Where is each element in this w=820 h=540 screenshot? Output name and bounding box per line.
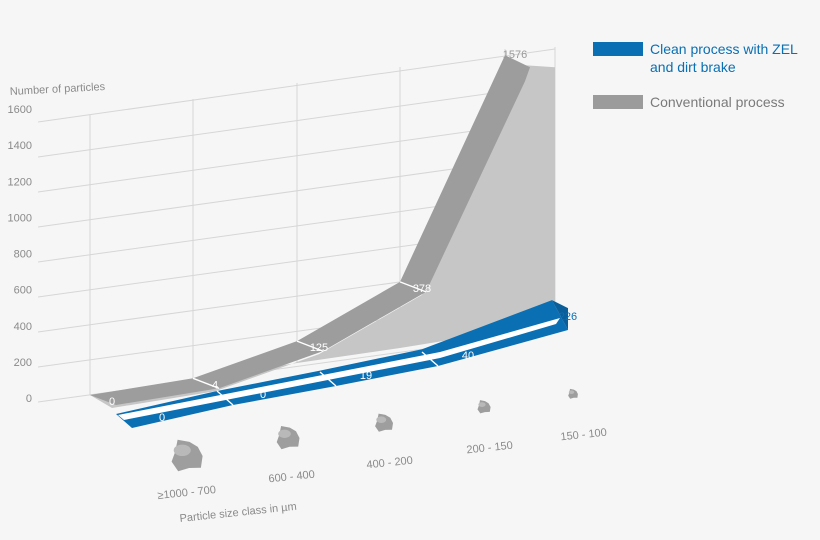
series-conventional <box>90 55 555 408</box>
separator-clean <box>216 390 234 406</box>
value-label-conventional: 4 <box>212 379 218 391</box>
particle-icon <box>171 439 203 472</box>
value-labels: 0 4 125 378 1576 0 0 19 40 226 <box>109 49 577 424</box>
particle-highlight <box>568 390 575 395</box>
separator-conventional <box>296 340 324 352</box>
y-tick-label: 400 <box>14 321 32 333</box>
particle-icon <box>477 400 491 414</box>
legend-swatch-clean <box>593 42 643 56</box>
legend-swatch-conventional <box>593 95 643 109</box>
series-side-clean <box>552 300 568 330</box>
particle-highlight <box>278 429 291 438</box>
legend-label-conventional: Conventional process <box>650 94 785 110</box>
value-label-clean: 0 <box>159 412 165 424</box>
particle-icon <box>568 388 578 399</box>
series-separator-strip <box>118 318 560 420</box>
value-label-conventional: 1576 <box>503 49 527 61</box>
grid-line-horizontal <box>37 48 556 123</box>
particle-icon <box>375 413 393 432</box>
y-tick-label: 1600 <box>8 104 32 116</box>
value-label-clean: 226 <box>559 311 577 323</box>
x-tick-label: 200 - 150 <box>466 440 513 457</box>
separator-conventional <box>399 281 427 293</box>
series-ribbon-conventional <box>90 55 530 405</box>
y-axis-label: Number of particles <box>10 81 106 98</box>
particle-icon <box>276 426 300 450</box>
value-label-clean: 40 <box>462 350 474 362</box>
legend-label-clean: Clean process with ZEL <box>650 41 798 57</box>
legend-label-clean-line2: and dirt brake <box>650 59 736 75</box>
x-tick-label: 600 - 400 <box>268 469 315 486</box>
value-label-clean: 19 <box>360 370 372 382</box>
series-area-conventional <box>90 65 555 408</box>
particle-highlight <box>173 444 191 456</box>
y-tick-label: 1000 <box>8 212 32 224</box>
particle-highlight <box>478 402 486 407</box>
separator-clean <box>421 351 439 367</box>
y-tick-label: 600 <box>14 285 32 297</box>
value-label-conventional: 125 <box>310 342 328 354</box>
x-tick-label: 400 - 200 <box>366 455 413 472</box>
value-label-clean: 0 <box>260 389 266 401</box>
x-axis-label: Particle size class in µm <box>179 501 297 525</box>
y-tick-label: 1400 <box>8 140 32 152</box>
separator-conventional <box>192 377 220 389</box>
x-tick-label: ≥1000 - 700 <box>157 484 217 502</box>
series-clean <box>116 300 568 428</box>
grid-line-horizontal <box>37 83 556 158</box>
particle-highlight <box>376 416 387 424</box>
particle-icons <box>171 388 578 472</box>
x-tick-label: 150 - 100 <box>560 427 607 444</box>
y-tick-label: 0 <box>26 393 32 405</box>
separator-clean <box>319 371 337 387</box>
grid-line-horizontal <box>37 119 556 193</box>
x-axis: ≥1000 - 700 600 - 400 400 - 200 200 - 150 15… <box>157 427 608 502</box>
value-label-conventional: 0 <box>109 396 115 408</box>
y-tick-label: 200 <box>14 357 32 369</box>
value-label-conventional: 378 <box>413 283 431 295</box>
category-separators <box>192 281 439 406</box>
legend: Clean process with ZEL and dirt brake Conv… <box>593 41 798 110</box>
y-tick-label: 1200 <box>8 176 32 188</box>
y-tick-label: 800 <box>14 249 32 261</box>
y-axis: 0 200 400 600 800 1000 1200 1400 1600 <box>8 104 32 405</box>
